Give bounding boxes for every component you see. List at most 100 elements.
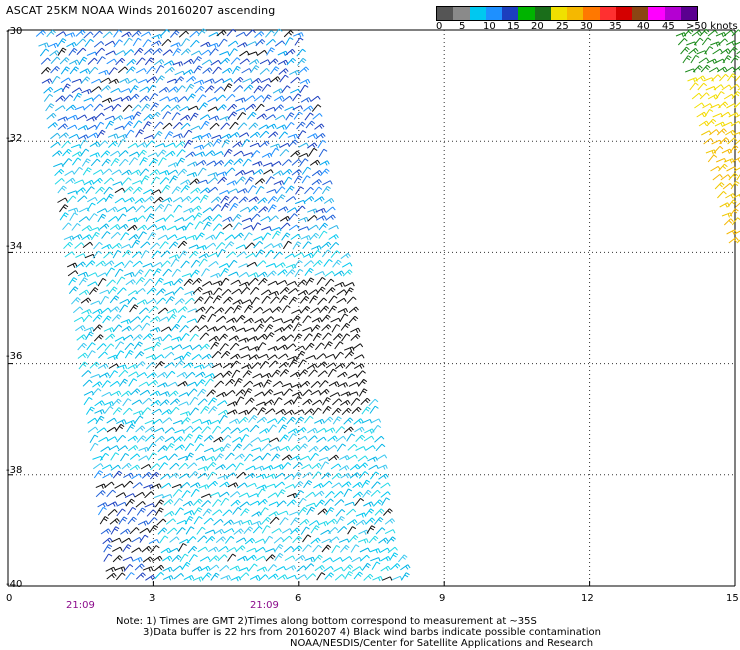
wind-barb bbox=[91, 78, 102, 84]
wind-barb bbox=[119, 298, 130, 304]
wind-barb bbox=[81, 234, 93, 241]
wind-barb bbox=[158, 316, 170, 322]
wind-barb bbox=[111, 169, 122, 176]
wind-barb bbox=[257, 498, 268, 506]
wind-barb bbox=[271, 369, 281, 378]
wind-barb bbox=[227, 40, 239, 47]
wind-barb bbox=[110, 231, 121, 239]
wind-barb bbox=[232, 436, 243, 443]
wind-barb bbox=[261, 226, 272, 231]
wind-barb bbox=[181, 561, 191, 571]
wind-barb bbox=[131, 104, 142, 112]
wind-barb bbox=[265, 249, 275, 258]
wind-barb bbox=[259, 130, 270, 138]
wind-barb bbox=[324, 427, 336, 433]
wind-barb bbox=[98, 140, 109, 148]
wind-barb bbox=[58, 132, 69, 139]
wind-barb bbox=[272, 318, 284, 323]
wind-barb bbox=[211, 351, 222, 359]
wind-barb bbox=[117, 445, 129, 452]
wind-barb bbox=[139, 527, 150, 534]
wind-barb bbox=[138, 307, 149, 315]
wind-barb bbox=[134, 47, 144, 56]
wind-barb bbox=[172, 420, 184, 425]
wind-barb bbox=[720, 111, 731, 118]
wind-barb bbox=[168, 86, 179, 93]
wind-barb bbox=[230, 499, 241, 507]
wind-barb bbox=[127, 290, 139, 296]
wind-barb bbox=[235, 107, 246, 112]
wind-barb bbox=[204, 150, 216, 157]
wind-barb bbox=[216, 171, 228, 177]
wind-barb bbox=[368, 398, 379, 407]
wind-barb bbox=[250, 213, 261, 221]
wind-barb bbox=[129, 464, 141, 471]
wind-barb bbox=[722, 182, 733, 190]
wind-barb bbox=[243, 388, 253, 397]
wind-barb bbox=[205, 536, 216, 544]
wind-barb bbox=[185, 371, 196, 379]
wind-barb bbox=[80, 148, 90, 157]
wind-barb bbox=[274, 481, 285, 488]
legend-swatch bbox=[648, 7, 665, 20]
wind-barb bbox=[83, 31, 94, 39]
wind-barb bbox=[158, 462, 168, 471]
wind-barb bbox=[215, 94, 226, 102]
wind-barb bbox=[712, 48, 723, 55]
wind-barb bbox=[325, 206, 336, 214]
wind-barb bbox=[258, 574, 269, 582]
wind-barb bbox=[233, 76, 244, 84]
wind-barb bbox=[290, 150, 301, 158]
wind-barb bbox=[135, 277, 146, 285]
wind-barb bbox=[374, 435, 385, 443]
wind-barb bbox=[339, 313, 349, 322]
wind-barb bbox=[80, 76, 91, 85]
wind-barb bbox=[343, 426, 354, 434]
wind-barb bbox=[208, 406, 218, 414]
wind-barb bbox=[300, 97, 312, 103]
wind-barb bbox=[267, 196, 278, 204]
wind-barb bbox=[225, 167, 236, 175]
wind-barb bbox=[85, 186, 95, 194]
wind-barb bbox=[325, 214, 336, 221]
wind-barb bbox=[252, 161, 263, 167]
wind-barb bbox=[265, 114, 276, 121]
wind-barb bbox=[139, 86, 150, 92]
wind-barb bbox=[370, 489, 381, 497]
wind-barb bbox=[358, 471, 369, 479]
wind-barb bbox=[313, 482, 324, 489]
wind-barb bbox=[64, 251, 75, 258]
wind-barb bbox=[79, 68, 91, 74]
wind-barb bbox=[310, 537, 321, 545]
wind-barb bbox=[172, 196, 184, 203]
wind-barb bbox=[208, 546, 219, 553]
wind-barb bbox=[154, 277, 164, 286]
wind-barb bbox=[224, 159, 234, 167]
wind-barb bbox=[101, 231, 111, 239]
wind-barb bbox=[235, 545, 246, 553]
wind-barb bbox=[99, 223, 110, 230]
note-line-2: 3)Data buffer is 22 hrs from 20160207 4)… bbox=[143, 627, 601, 638]
wind-barb bbox=[270, 147, 280, 157]
wind-barb bbox=[220, 426, 231, 434]
wind-barb bbox=[311, 179, 322, 186]
wind-barb bbox=[202, 207, 213, 214]
wind-barb bbox=[309, 232, 320, 241]
wind-barb bbox=[734, 41, 740, 46]
wind-barb bbox=[189, 112, 199, 121]
wind-barb bbox=[104, 343, 115, 352]
wind-barb bbox=[95, 121, 105, 131]
wind-barb bbox=[197, 167, 207, 176]
wind-barb bbox=[114, 336, 126, 342]
wind-barb bbox=[256, 566, 268, 572]
wind-barb bbox=[184, 442, 194, 451]
wind-barb bbox=[129, 304, 139, 313]
wind-barb bbox=[149, 390, 161, 397]
wind-barb bbox=[134, 351, 145, 359]
wind-barb bbox=[269, 516, 280, 525]
wind-barb bbox=[108, 363, 120, 369]
wind-barb bbox=[272, 380, 283, 388]
wind-barb bbox=[285, 185, 295, 194]
wind-barb bbox=[164, 436, 176, 443]
wind-barb bbox=[105, 50, 116, 56]
